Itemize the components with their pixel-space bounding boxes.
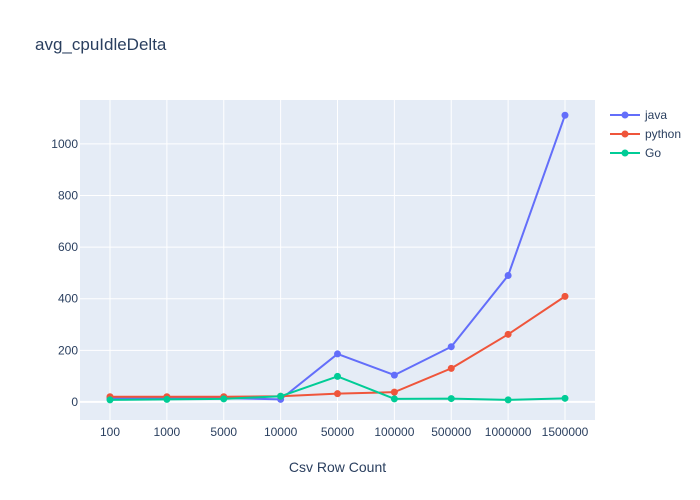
x-tick-label: 1500000 (542, 425, 589, 439)
data-point[interactable] (390, 388, 398, 396)
legend-label: java (644, 108, 667, 122)
data-point[interactable] (504, 330, 512, 338)
legend-label: Go (645, 146, 661, 160)
x-tick-label: 100 (100, 425, 120, 439)
legend[interactable]: java python Go (610, 108, 681, 160)
legend-item-go[interactable]: Go (610, 146, 661, 160)
x-tick-label: 100000 (374, 425, 414, 439)
data-point[interactable] (390, 371, 398, 379)
data-point[interactable] (277, 392, 285, 400)
chart-title: avg_cpuIdleDelta (35, 35, 167, 54)
data-point[interactable] (334, 390, 341, 398)
series-layer (106, 111, 569, 404)
legend-label: python (645, 127, 681, 141)
data-point[interactable] (334, 372, 341, 380)
y-tick-label: 600 (58, 240, 78, 254)
y-tick-label: 1000 (51, 137, 78, 151)
x-tick-label: 10000 (264, 425, 298, 439)
x-tick-labels: 100 1000 5000 10000 50000 100000 500000 1000000… (100, 425, 589, 439)
y-tick-label: 400 (58, 292, 78, 306)
data-point[interactable] (561, 111, 569, 119)
y-tick-labels: 0 200 400 600 800 1000 (51, 137, 78, 409)
data-point[interactable] (163, 395, 171, 403)
data-point[interactable] (504, 271, 512, 279)
legend-marker (621, 111, 629, 119)
series-go (106, 372, 569, 404)
data-point[interactable] (561, 292, 569, 300)
x-gridlines (109, 100, 566, 420)
data-point[interactable] (334, 350, 341, 358)
x-tick-label: 1000000 (485, 425, 532, 439)
data-point[interactable] (447, 364, 455, 372)
y-tick-label: 200 (58, 343, 78, 357)
data-point[interactable] (561, 394, 569, 402)
legend-item-java[interactable]: java (610, 108, 667, 122)
data-point[interactable] (447, 343, 455, 351)
data-point[interactable] (220, 395, 228, 403)
data-point[interactable] (106, 396, 114, 404)
data-point[interactable] (504, 396, 512, 404)
legend-marker (621, 130, 629, 138)
legend-marker (621, 149, 629, 157)
x-tick-label: 1000 (154, 425, 181, 439)
legend-item-python[interactable]: python (610, 127, 681, 141)
data-point[interactable] (447, 395, 455, 403)
x-axis-title: Csv Row Count (289, 459, 386, 475)
y-tick-label: 800 (58, 188, 78, 202)
data-point[interactable] (390, 395, 398, 403)
x-tick-label: 500000 (431, 425, 471, 439)
x-tick-label: 5000 (210, 425, 237, 439)
y-tick-label: 0 (71, 395, 78, 409)
x-tick-label: 50000 (321, 425, 355, 439)
